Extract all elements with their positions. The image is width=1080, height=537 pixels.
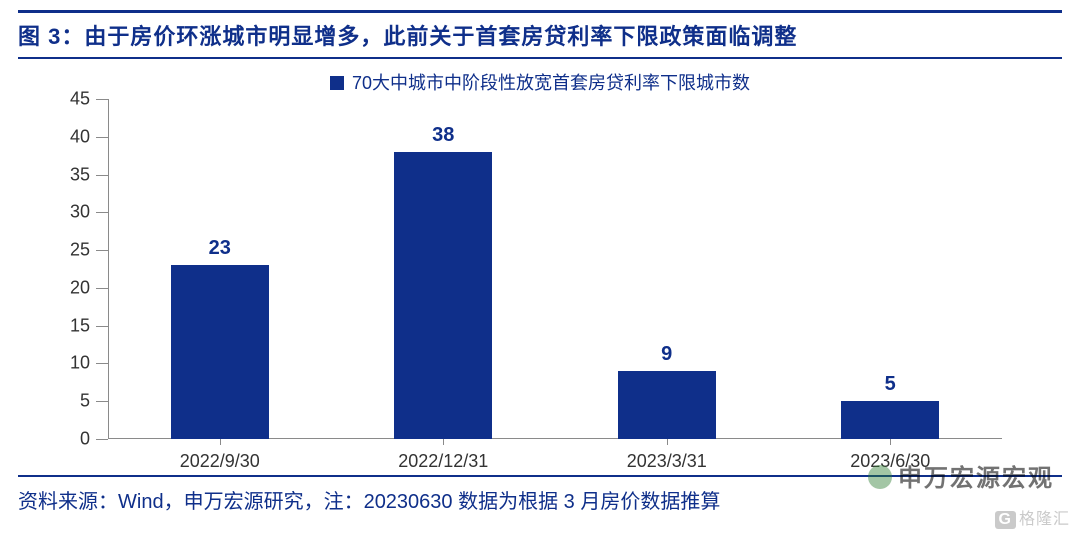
bar: 38 xyxy=(394,152,492,439)
chart-title: 图 3：由于房价环涨城市明显增多，此前关于首套房贷利率下限政策面临调整 xyxy=(18,10,1062,59)
y-tick xyxy=(96,401,108,402)
x-tick-label: 2022/9/30 xyxy=(180,451,260,472)
plot-area: 051015202530354045232022/9/30382022/12/3… xyxy=(108,99,1002,469)
watermark-site-prefix: G xyxy=(995,511,1016,529)
y-tick-label: 20 xyxy=(70,277,90,298)
legend-text: 70大中城市中阶段性放宽首套房贷利率下限城市数 xyxy=(352,73,750,93)
y-tick xyxy=(96,363,108,364)
x-tick-label: 2022/12/31 xyxy=(398,451,488,472)
watermark-brand: 申万宏源宏观 xyxy=(868,458,1054,493)
x-tick xyxy=(667,439,668,445)
y-tick xyxy=(96,212,108,213)
y-tick xyxy=(96,99,108,100)
bar-value-label: 23 xyxy=(171,237,269,260)
y-tick-label: 10 xyxy=(70,353,90,374)
bar-value-label: 9 xyxy=(618,343,716,366)
bar: 5 xyxy=(841,401,939,439)
watermark-brand-text: 申万宏源宏观 xyxy=(898,465,1054,492)
y-tick xyxy=(96,250,108,251)
bar-value-label: 38 xyxy=(394,124,492,147)
y-tick-label: 15 xyxy=(70,315,90,336)
y-tick-label: 35 xyxy=(70,164,90,185)
y-tick xyxy=(96,326,108,327)
bar: 9 xyxy=(618,371,716,439)
figure-container: 图 3：由于房价环涨城市明显增多，此前关于首套房贷利率下限政策面临调整 70大中… xyxy=(0,0,1080,537)
y-tick-label: 30 xyxy=(70,202,90,223)
x-tick xyxy=(890,439,891,445)
chart-legend: 70大中城市中阶段性放宽首套房贷利率下限城市数 xyxy=(18,59,1062,99)
bar-value-label: 5 xyxy=(841,373,939,396)
wechat-icon xyxy=(868,465,892,489)
y-tick xyxy=(96,137,108,138)
x-tick-label: 2023/3/31 xyxy=(627,451,707,472)
y-tick xyxy=(96,175,108,176)
x-tick xyxy=(443,439,444,445)
y-tick xyxy=(96,439,108,440)
y-tick-label: 25 xyxy=(70,240,90,261)
y-tick xyxy=(96,288,108,289)
plot-inner: 051015202530354045232022/9/30382022/12/3… xyxy=(108,99,1002,439)
y-tick-label: 45 xyxy=(70,89,90,110)
watermark-site: G格隆汇 xyxy=(995,505,1070,529)
y-tick-label: 5 xyxy=(80,391,90,412)
bar: 23 xyxy=(171,265,269,439)
watermark-site-text: 格隆汇 xyxy=(1019,511,1070,528)
x-tick xyxy=(220,439,221,445)
y-tick-label: 40 xyxy=(70,126,90,147)
legend-swatch xyxy=(330,76,344,90)
y-tick-label: 0 xyxy=(80,429,90,450)
